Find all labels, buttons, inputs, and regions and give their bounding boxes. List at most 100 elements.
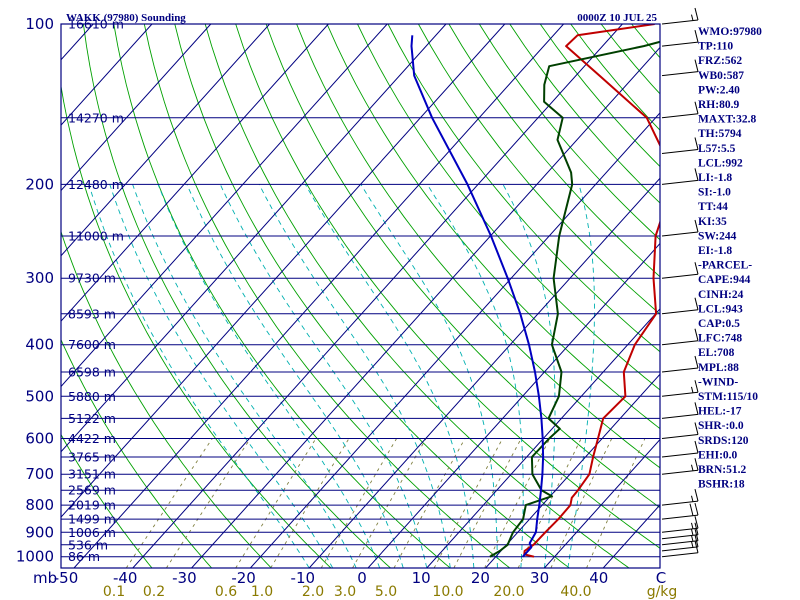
isotherm-line (61, 24, 329, 322)
height-label: 5880 m (68, 389, 116, 404)
isotherm-line (61, 24, 388, 388)
pressure-tick-label: 500 (25, 387, 54, 405)
wind-barbs (661, 7, 699, 558)
valid-time: 0000Z 10 JUL 25 (577, 12, 657, 24)
height-label: 536 m (68, 537, 108, 552)
mixing-ratio-line (393, 438, 466, 568)
mixing-ratio-line (166, 438, 251, 568)
isotherm-line (544, 438, 660, 568)
mixing-ratio-line (453, 438, 522, 568)
temperature-tick-label: -50 (54, 569, 79, 587)
index-line: SHR-:0.0 (698, 420, 744, 432)
isotherm-line (250, 112, 660, 568)
height-label: 16610 m (68, 17, 124, 32)
wind-barb (661, 458, 699, 475)
temperature-tick-label: -10 (291, 569, 316, 587)
parcel-trace (410, 35, 545, 558)
index-line: BSHR:18 (698, 479, 745, 491)
wind-barb (661, 101, 699, 119)
wind-barb (661, 488, 699, 506)
index-line: EI:-1.8 (698, 245, 732, 257)
height-label: 1006 m (68, 525, 116, 540)
wind-barb (661, 137, 699, 154)
temperature-tick-label: -40 (113, 569, 138, 587)
dry-adiabat-line (143, 24, 511, 568)
index-line: TT:44 (698, 201, 728, 213)
temperature-tick-label: 0 (357, 569, 367, 587)
dry-adiabat-line (357, 24, 660, 391)
wind-barb (661, 219, 699, 237)
pressure-tick-label: 800 (25, 496, 54, 514)
dry-adiabat-line (326, 24, 660, 430)
index-line: TP:110 (698, 41, 733, 53)
index-line: FRZ:562 (698, 55, 742, 67)
mixing-ratio-labels: 0.1 0.2 0.6 1.0 2.0 3.0 5.0 10.0 20.0 40.0 (103, 584, 592, 600)
moist-adiabat-line (360, 184, 498, 568)
mixing-ratio-label: 3.0 (334, 584, 356, 600)
index-line: RH:80.9 (698, 99, 739, 111)
temperature-tick-label: 10 (412, 569, 431, 587)
wind-barb (661, 380, 699, 397)
moist-adiabat-line (186, 184, 404, 568)
height-label: 2019 m (68, 498, 116, 513)
wind-barb (661, 59, 699, 77)
height-labels: 16610 m 14270 m 12480 m 11000 m 9730 m 8593 m… (68, 17, 124, 565)
index-line: MPL:88 (698, 362, 739, 374)
dry-adiabat-line (61, 338, 213, 568)
wind-barb (661, 355, 699, 373)
moist-adiabat-line (502, 184, 556, 568)
height-label: 1499 m (68, 512, 116, 527)
isotherm-line (308, 177, 660, 568)
mixing-ratio-lines (125, 438, 646, 568)
y-axis-unit: mb (33, 569, 57, 587)
mixing-ratio-label: 40.0 (560, 584, 591, 600)
pressure-tick-label: 600 (25, 430, 54, 448)
temperature-tick-labels: -50 -40 -30 -20 -10 0 10 20 30 40 (54, 569, 609, 587)
mixing-ratio-label: 1.0 (251, 584, 273, 600)
index-line: LCL:992 (698, 157, 743, 169)
isotherm-line (132, 24, 623, 568)
wind-barb (661, 516, 699, 533)
moist-adiabat-line (426, 184, 524, 568)
mixing-ratio-label: 10.0 (432, 584, 463, 600)
index-line: LFC:748 (698, 333, 742, 345)
dry-adiabat-line (235, 24, 660, 549)
temperature-tick-label: 20 (471, 569, 490, 587)
wind-barb (661, 262, 699, 279)
dry-adiabat-line (418, 24, 660, 315)
height-label: 4422 m (68, 431, 116, 446)
mixing-ratio-line (550, 438, 613, 568)
isotherm-line (426, 308, 660, 568)
pressure-tick-label: 100 (25, 15, 54, 33)
dry-adiabat-line (61, 433, 153, 568)
wind-barb (661, 328, 699, 346)
mixing-ratio-line (235, 438, 317, 568)
isotherm-line (0, 24, 34, 568)
mixing-ratio-label: 0.6 (215, 584, 237, 600)
moist-adiabats (88, 184, 595, 568)
chart-title: WAKK (97980) Sounding (66, 12, 186, 24)
index-line: EHI:0.0 (698, 449, 738, 461)
index-line: WB0:587 (698, 70, 744, 82)
index-line: L57:5.5 (698, 143, 736, 155)
index-line: LCL:943 (698, 303, 743, 315)
x-axis-unit: C (656, 569, 666, 587)
index-line: LI:-1.8 (698, 172, 732, 184)
wind-barb (661, 402, 699, 419)
dry-adiabat-line (570, 24, 660, 131)
mixing-ratio-label: 2.0 (302, 584, 324, 600)
pressure-tick-label: 300 (25, 269, 54, 287)
wind-barb (661, 7, 699, 25)
wind-barb (661, 422, 699, 439)
temperature-tick-label: 30 (530, 569, 549, 587)
isotherm-line (367, 242, 660, 568)
index-line: MAXT:32.8 (698, 114, 756, 126)
height-label: 3151 m (68, 467, 116, 482)
moist-adiabat-line (258, 184, 451, 568)
height-label: 12480 m (68, 177, 124, 192)
mixing-ratio-line (320, 438, 397, 568)
pressure-tick-label: 700 (25, 465, 54, 483)
wind-barb (661, 168, 699, 185)
isotherm-line (73, 24, 564, 568)
